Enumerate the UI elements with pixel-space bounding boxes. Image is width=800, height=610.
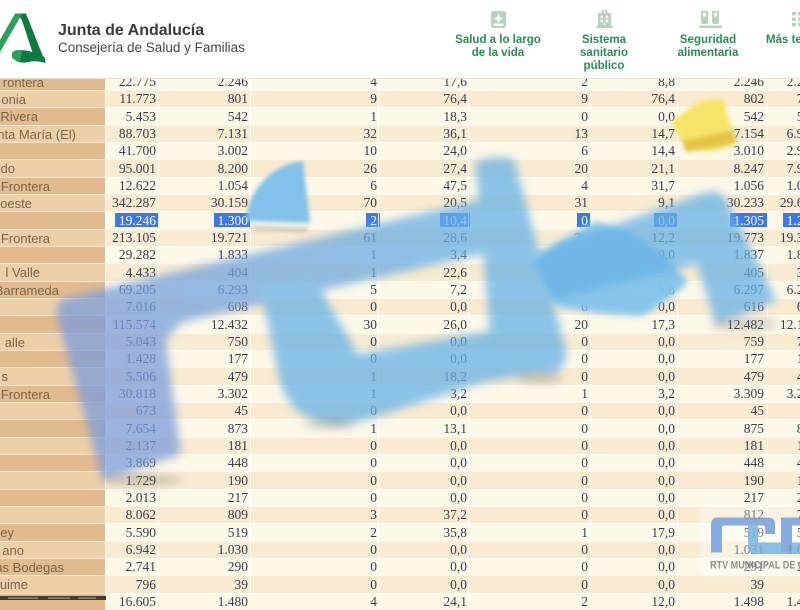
svg-text:RTV MUNICIPAL DE CH: RTV MUNICIPAL DE CH <box>710 560 800 572</box>
